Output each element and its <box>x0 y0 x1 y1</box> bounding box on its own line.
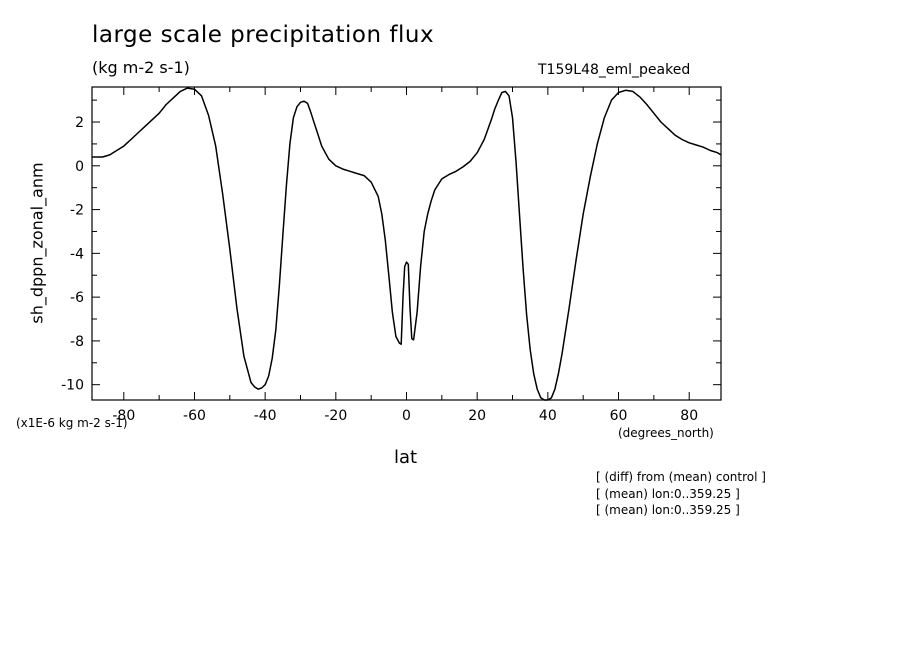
x-tick-label: -60 <box>183 408 206 424</box>
y-tick-label: -6 <box>70 290 84 306</box>
y-tick-label: -8 <box>70 334 84 350</box>
x-tick-label: 20 <box>468 408 486 424</box>
chart-units: (kg m-2 s-1) <box>92 58 190 77</box>
y-tick-label: -4 <box>70 246 84 262</box>
scale-note: (x1E-6 kg m-2 s-1) <box>16 416 128 430</box>
y-tick-label: 2 <box>75 115 84 131</box>
note-line: [ (mean) lon:0..359.25 ] <box>596 503 740 517</box>
y-axis-label: sh_dppn_zonal_anm <box>27 162 47 324</box>
y-tick-label: -2 <box>70 203 84 219</box>
plot-frame <box>91 86 722 401</box>
x-tick-label: 0 <box>402 408 411 424</box>
y-tick-label: -10 <box>61 378 84 394</box>
x-tick-label: 40 <box>539 408 557 424</box>
axis-tick-labels: -80 -60 -40 -20 0 20 40 60 80-10-8-6-4-202 <box>61 115 698 424</box>
y-tick-label: 0 <box>75 159 84 175</box>
x-tick-label: 80 <box>680 408 698 424</box>
run-label: T159L48_eml_peaked <box>538 62 691 78</box>
x-axis-units: (degrees_north) <box>618 426 714 440</box>
note-line: [ (diff) from (mean) control ] <box>596 470 766 484</box>
x-tick-label: -20 <box>324 408 347 424</box>
x-tick-label: 60 <box>610 408 628 424</box>
x-axis-label: lat <box>394 447 418 468</box>
series-line <box>92 87 722 401</box>
x-tick-label: -40 <box>254 408 277 424</box>
x-tick-label: -80 <box>112 408 135 424</box>
note-line: [ (mean) lon:0..359.25 ] <box>596 487 740 501</box>
axis-ticks <box>92 87 721 400</box>
chart-title: large scale precipitation flux <box>92 22 435 48</box>
